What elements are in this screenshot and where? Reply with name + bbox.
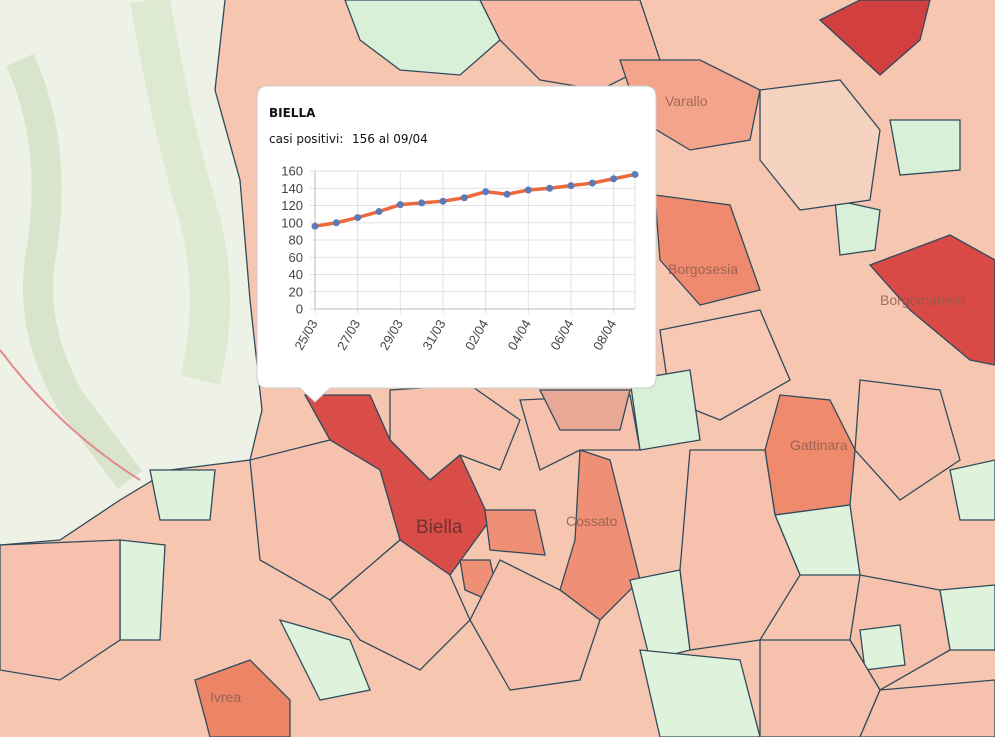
y-tick-label: 20: [289, 284, 303, 299]
place-label: Ivrea: [210, 689, 241, 705]
municipality: [679, 449, 801, 651]
municipality: [859, 679, 995, 737]
municipality: [629, 369, 701, 451]
y-tick-label: 60: [289, 250, 303, 265]
terrain: [6, 53, 142, 490]
municipality: [0, 539, 121, 681]
data-point: [546, 184, 554, 192]
data-point: [460, 194, 468, 202]
municipality: [639, 649, 761, 737]
popup-value: 156 al 09/04: [352, 132, 428, 146]
data-point: [524, 186, 532, 194]
y-tick-label: 140: [281, 181, 303, 196]
popup-title: BIELLA: [269, 106, 316, 120]
data-point: [375, 208, 383, 216]
terrain: [130, 0, 230, 385]
municipality: [759, 79, 881, 211]
series-line: [314, 172, 636, 228]
y-tick-label: 120: [281, 198, 303, 213]
place-label: Varallo: [665, 93, 708, 109]
data-point: [354, 214, 362, 222]
y-tick-label: 80: [289, 233, 303, 248]
popup-box: [256, 85, 657, 403]
data-point: [311, 222, 319, 230]
municipality: [854, 379, 961, 501]
municipality: [818, 0, 931, 76]
data-point: [631, 170, 639, 178]
y-tick-label: 40: [289, 267, 303, 282]
municipality: [344, 0, 501, 76]
data-point: [610, 175, 618, 183]
y-tick-label: 100: [281, 215, 303, 230]
municipality: [278, 618, 371, 701]
data-point: [482, 188, 490, 196]
popup: BIELLA casi positivi: 156 al 09/04 0 20 40…: [256, 85, 657, 403]
municipality: [834, 199, 881, 256]
municipality: [859, 624, 906, 671]
data-point: [503, 190, 511, 198]
municipality: [538, 389, 631, 431]
municipality: [949, 459, 995, 521]
place-label: Borgomanero: [880, 292, 965, 308]
municipality: [149, 469, 216, 521]
place-label: Gattinara: [790, 437, 848, 453]
municipality: [194, 659, 291, 737]
municipality: [469, 559, 601, 691]
data-point: [567, 182, 575, 190]
municipality: [889, 119, 961, 176]
municipality: [868, 234, 995, 366]
municipality: [484, 509, 546, 556]
road: [0, 349, 141, 481]
y-tick-label: 0: [296, 302, 303, 317]
data-point: [588, 179, 596, 187]
municipality: [654, 194, 761, 306]
data-point: [439, 197, 447, 205]
data-point: [418, 199, 426, 207]
municipality: [329, 539, 471, 671]
municipality: [389, 384, 521, 481]
place-label: Biella: [416, 517, 463, 538]
data-point: [396, 201, 404, 209]
place-label: Borgosesia: [668, 261, 738, 277]
municipality: [119, 539, 166, 641]
border: [0, 0, 263, 546]
y-tick-label: 160: [281, 164, 303, 179]
data-point: [332, 219, 340, 227]
place-label: Cossato: [566, 513, 618, 529]
popup-label: casi positivi:: [269, 132, 343, 146]
